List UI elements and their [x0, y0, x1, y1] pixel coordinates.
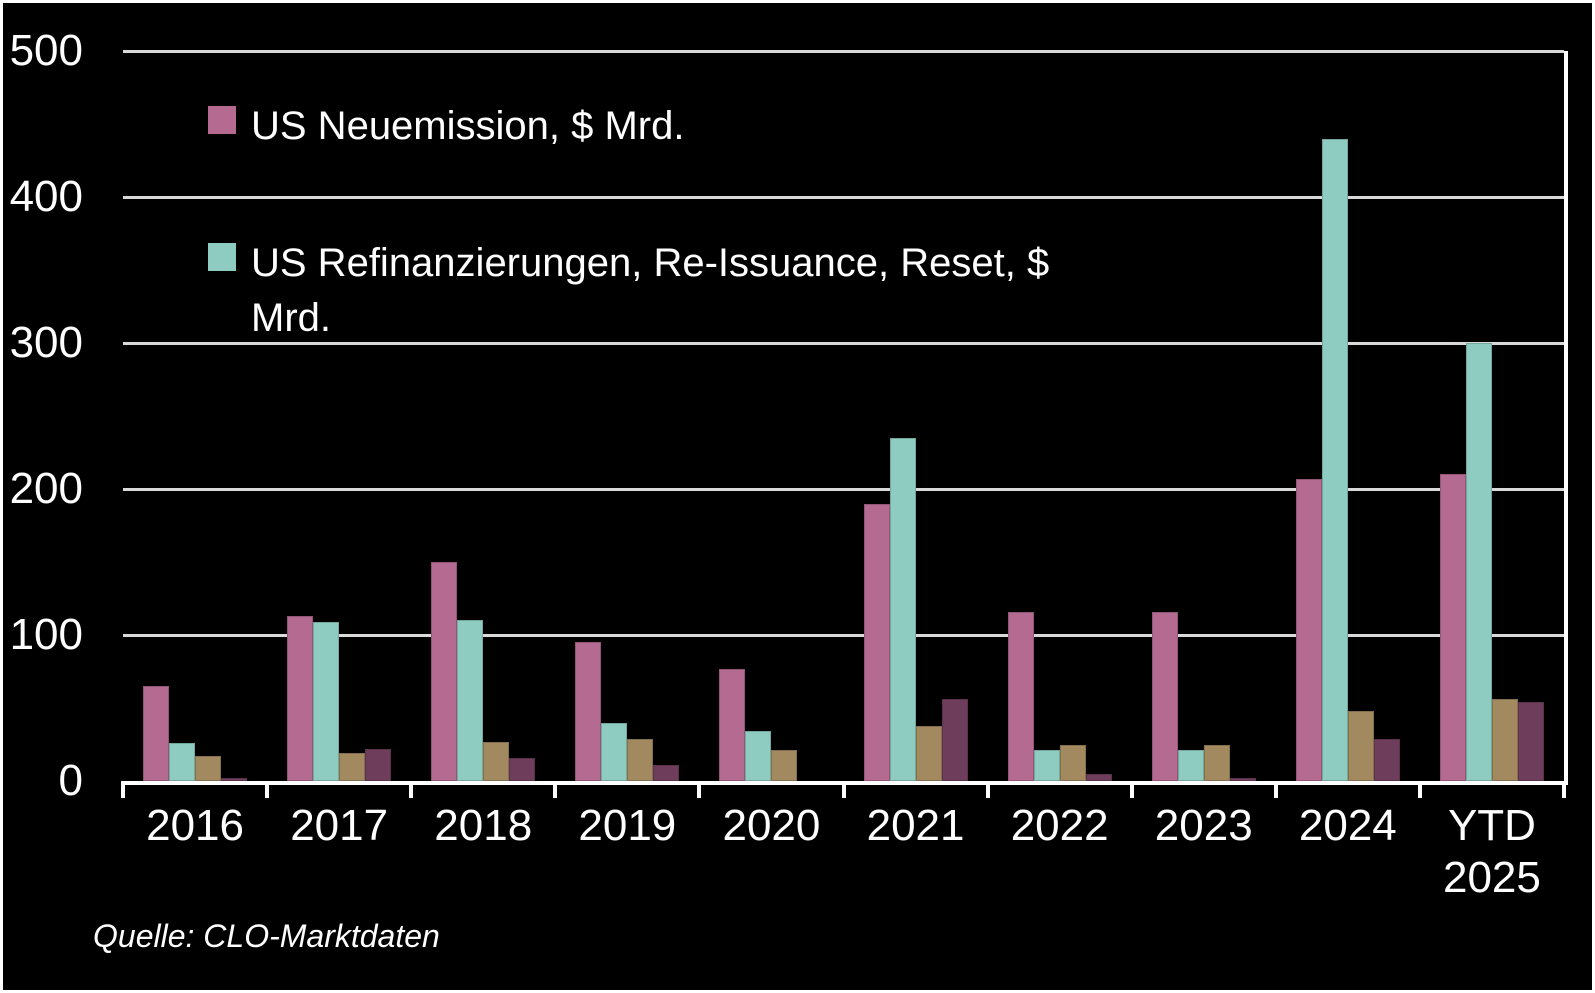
bar-2022-series2: [1033, 750, 1060, 781]
bar-2016-series4: [221, 778, 248, 781]
x-label-2020: 2020: [722, 801, 821, 850]
bar-group-ytd-2025: [1420, 51, 1564, 781]
x-axis-tick: [985, 781, 990, 798]
bar-2017-series4: [365, 748, 392, 781]
bar-group-2021: [844, 51, 988, 781]
bar-2024-series4: [1373, 738, 1400, 781]
bar-group-2022: [988, 51, 1132, 781]
bar-ytd-2025-series2: [1465, 343, 1492, 781]
gridline-200: [123, 487, 1564, 491]
bar-2021-series2: [889, 437, 916, 781]
plot-area: [121, 49, 1568, 798]
x-axis-tick: [697, 781, 702, 798]
bar-2019-series3: [627, 738, 654, 781]
bar-group-2023: [1132, 51, 1276, 781]
chart-legend: US Neuemission, $ Mrd. US Refinanzierung…: [208, 99, 1168, 347]
x-axis-tick: [1562, 781, 1566, 798]
x-label-2021: 2021: [866, 801, 965, 850]
x-label-2024: 2024: [1298, 801, 1397, 850]
bar-2023-series2: [1177, 750, 1204, 781]
bar-2019-series1: [575, 642, 602, 781]
bar-2022-series3: [1059, 744, 1086, 781]
x-axis-tick: [841, 781, 846, 798]
bar-2017-series2: [313, 621, 340, 781]
bar-2024-series3: [1347, 710, 1374, 781]
bar-2022-series1: [1007, 611, 1034, 781]
bar-2016-series1: [143, 686, 170, 781]
bar-ytd-2025-series3: [1491, 699, 1518, 781]
y-tick-label-0: 0: [58, 756, 83, 805]
bar-2018-series1: [431, 562, 458, 781]
bar-ytd-2025-series1: [1439, 474, 1466, 781]
x-label-2016: 2016: [146, 801, 244, 850]
x-label-ytd-2025: YTD 2025: [1442, 801, 1541, 902]
bar-2018-series3: [483, 741, 510, 781]
y-tick-label-300: 300: [9, 318, 83, 367]
bar-2018-series4: [509, 757, 536, 781]
x-label-2019: 2019: [578, 801, 677, 850]
legend-item-neuemission: US Neuemission, $ Mrd.: [208, 99, 1168, 154]
bar-2016-series3: [195, 756, 222, 781]
bar-2023-series4: [1229, 778, 1256, 781]
bar-2020-series2: [745, 731, 772, 781]
legend-label-refinanzierungen: US Refinanzierungen, Re-Issuance, Reset,…: [251, 241, 1050, 341]
x-axis-tick: [553, 781, 558, 798]
x-axis: 2016 2017 2018 2019 2020 2021 2022 2023 2024 YTD …: [123, 800, 1564, 920]
legend-label-neuemission: US Neuemission, $ Mrd.: [251, 104, 685, 148]
x-label-2018: 2018: [434, 801, 533, 850]
legend-swatch-neuemission-icon: [208, 106, 236, 134]
bar-2023-series1: [1151, 611, 1178, 781]
bar-2021-series4: [941, 699, 968, 781]
x-axis-tick: [409, 781, 414, 798]
bar-group-2020: [699, 51, 843, 781]
bar-2021-series1: [863, 503, 890, 781]
source-note: Quelle: CLO-Marktdaten: [93, 918, 440, 954]
bar-2017-series1: [287, 616, 314, 781]
x-axis-tick: [1129, 781, 1134, 798]
x-axis-tick: [121, 781, 125, 798]
bar-2020-series1: [719, 668, 746, 781]
bar-2023-series3: [1203, 744, 1230, 781]
legend-swatch-refinanzierungen-icon: [208, 243, 236, 272]
bar-2016-series2: [169, 743, 196, 781]
bar-2021-series3: [915, 725, 942, 781]
bar-group-2018: [411, 51, 555, 781]
legend-item-refinanzierungen: US Refinanzierungen, Re-Issuance, Reset,…: [208, 236, 1168, 346]
gridline-300: [123, 341, 1564, 345]
bar-2018-series2: [457, 620, 484, 781]
x-label-2023: 2023: [1154, 801, 1253, 850]
bar-group-2017: [267, 51, 411, 781]
y-tick-label-400: 400: [9, 172, 83, 221]
gridline-400: [123, 195, 1564, 199]
bar-2022-series4: [1085, 773, 1112, 781]
bar-2017-series3: [339, 753, 366, 781]
y-tick-label-200: 200: [9, 464, 83, 513]
x-axis-tick: [265, 781, 270, 798]
bar-2019-series4: [653, 764, 680, 781]
gridline-500: [123, 49, 1564, 53]
bar-ytd-2025-series4: [1517, 702, 1544, 781]
bar-2024-series1: [1295, 478, 1322, 781]
bar-2024-series2: [1321, 138, 1348, 781]
bar-group-2019: [555, 51, 699, 781]
x-axis-tick: [1273, 781, 1278, 798]
y-axis: 0 100 200 300 400 500: [3, 29, 103, 803]
x-label-2022: 2022: [1010, 801, 1109, 850]
bar-group-2024: [1276, 51, 1420, 781]
y-tick-label-500: 500: [9, 26, 83, 75]
gridline-100: [123, 633, 1564, 637]
bar-2019-series2: [601, 722, 628, 781]
y-tick-label-100: 100: [9, 610, 83, 659]
x-label-2017: 2017: [290, 801, 389, 850]
bar-group-2016: [123, 51, 267, 781]
bar-2020-series3: [771, 750, 798, 781]
x-axis-tick: [1417, 781, 1422, 798]
